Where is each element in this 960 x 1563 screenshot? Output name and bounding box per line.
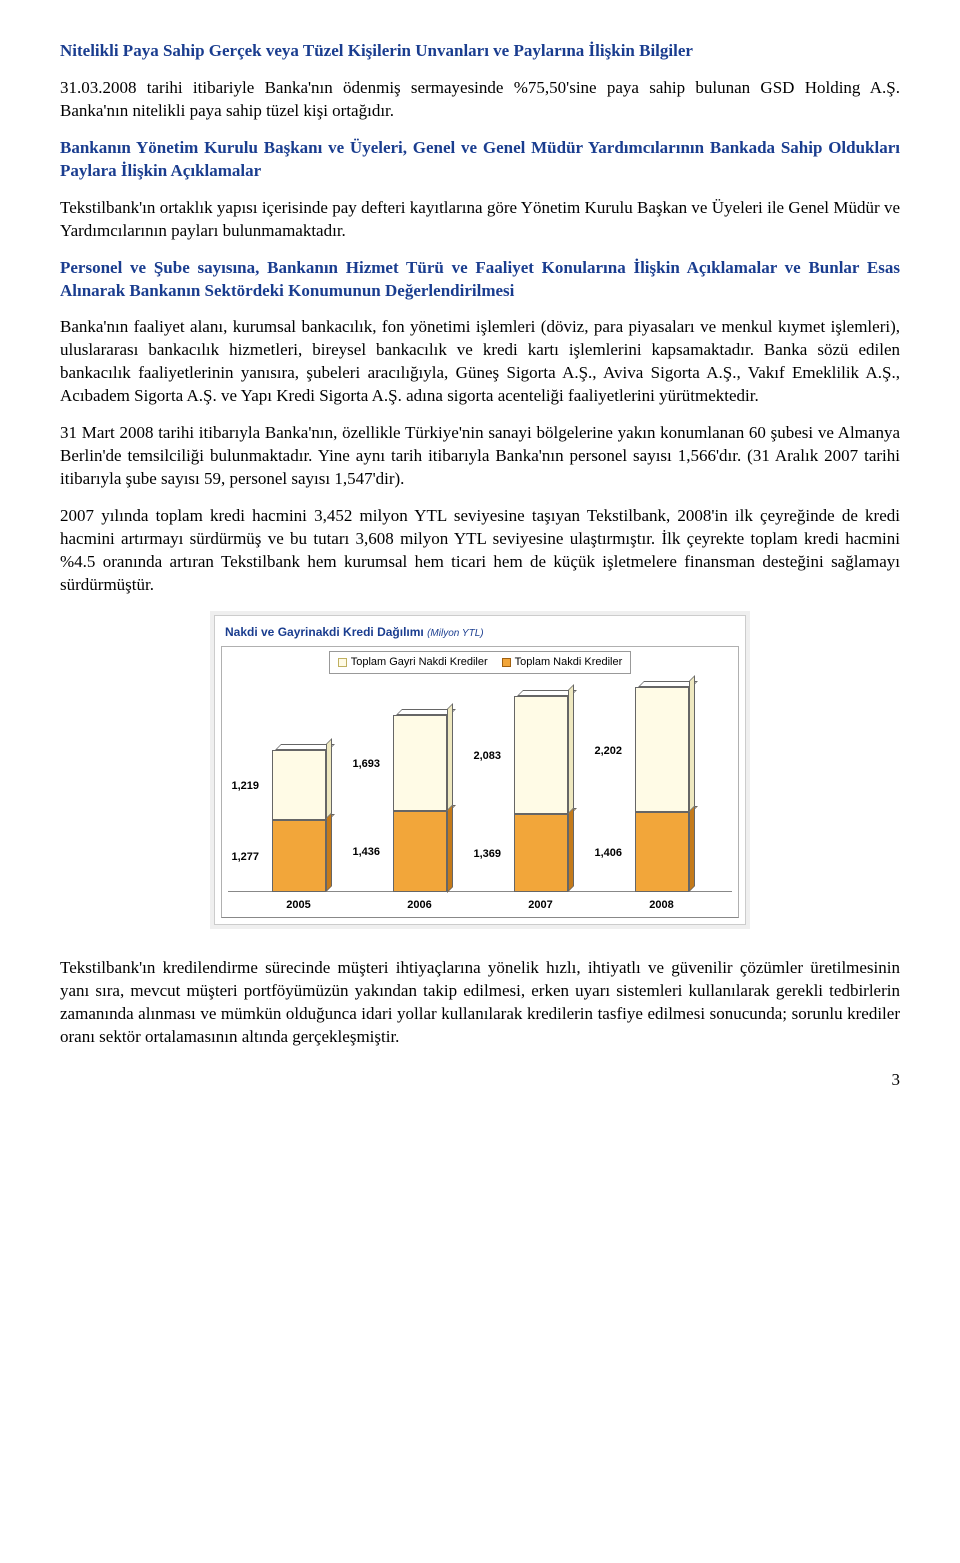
bar-segment-gayri: 1,219: [272, 750, 326, 819]
x-axis-label: 2006: [385, 898, 455, 913]
paragraph-3: Banka'nın faaliyet alanı, kurumsal banka…: [60, 316, 900, 408]
stacked-bar: 1,4361,693: [393, 715, 447, 893]
paragraph-6: Tekstilbank'ın kredilendirme sürecinde m…: [60, 957, 900, 1049]
bar-column: 1,4361,693: [385, 715, 455, 893]
bar-column: 1,3692,083: [506, 696, 576, 892]
x-axis-label: 2008: [627, 898, 697, 913]
x-axis-label: 2007: [506, 898, 576, 913]
bar-value-gayri: 2,202: [595, 744, 623, 759]
legend-item: Toplam Gayri Nakdi Krediler: [338, 655, 488, 670]
x-axis-label: 2005: [264, 898, 334, 913]
stacked-bar: 1,4062,202: [635, 687, 689, 892]
chart-bars-area: 1,2771,2191,4361,6931,3692,0831,4062,202: [228, 682, 732, 892]
legend-label: Toplam Nakdi Krediler: [515, 655, 623, 670]
bar-value-nakdi: 1,436: [353, 845, 381, 860]
legend-label: Toplam Gayri Nakdi Krediler: [351, 655, 488, 670]
bar-segment-gayri: 1,693: [393, 715, 447, 811]
bar-segment-gayri: 2,083: [514, 696, 568, 814]
legend-swatch: [338, 658, 347, 667]
bar-value-gayri: 2,083: [474, 749, 502, 764]
section-heading-1: Nitelikli Paya Sahip Gerçek veya Tüzel K…: [60, 40, 900, 63]
page-number: 3: [60, 1069, 900, 1092]
chart-x-axis-labels: 2005 2006 2007 2008: [228, 892, 732, 913]
paragraph-5: 2007 yılında toplam kredi hacmini 3,452 …: [60, 505, 900, 597]
bar-column: 1,2771,219: [264, 750, 334, 892]
bar-value-gayri: 1,693: [353, 757, 381, 772]
bar-value-nakdi: 1,406: [595, 846, 623, 861]
bar-segment-nakdi: 1,436: [393, 811, 447, 893]
legend-swatch: [502, 658, 511, 667]
bar-value-nakdi: 1,277: [232, 850, 260, 865]
bar-segment-nakdi: 1,277: [272, 820, 326, 892]
paragraph-2: Tekstilbank'ın ortaklık yapısı içerisind…: [60, 197, 900, 243]
chart-title-main: Nakdi ve Gayrinakdi Kredi Dağılımı: [225, 625, 424, 639]
stacked-bar: 1,3692,083: [514, 696, 568, 892]
bar-segment-nakdi: 1,406: [635, 812, 689, 892]
chart-title-sub: (Milyon YTL): [427, 628, 484, 639]
legend-item: Toplam Nakdi Krediler: [502, 655, 623, 670]
paragraph-4: 31 Mart 2008 tarihi itibarıyla Banka'nın…: [60, 422, 900, 491]
stacked-bar: 1,2771,219: [272, 750, 326, 892]
chart-plot: Toplam Gayri Nakdi Krediler Toplam Nakdi …: [221, 646, 739, 918]
bar-value-gayri: 1,219: [232, 779, 260, 794]
section-heading-3: Personel ve Şube sayısına, Bankanın Hizm…: [60, 257, 900, 303]
chart-legend: Toplam Gayri Nakdi Krediler Toplam Nakdi …: [329, 651, 632, 674]
bar-value-nakdi: 1,369: [474, 847, 502, 862]
paragraph-1: 31.03.2008 tarihi itibariyle Banka'nın ö…: [60, 77, 900, 123]
chart-container: Nakdi ve Gayrinakdi Kredi Dağılımı (Mily…: [60, 611, 900, 929]
section-heading-2: Bankanın Yönetim Kurulu Başkanı ve Üyele…: [60, 137, 900, 183]
bar-segment-nakdi: 1,369: [514, 814, 568, 892]
chart-title: Nakdi ve Gayrinakdi Kredi Dağılımı (Mily…: [225, 624, 739, 641]
bar-segment-gayri: 2,202: [635, 687, 689, 812]
bar-column: 1,4062,202: [627, 687, 697, 892]
